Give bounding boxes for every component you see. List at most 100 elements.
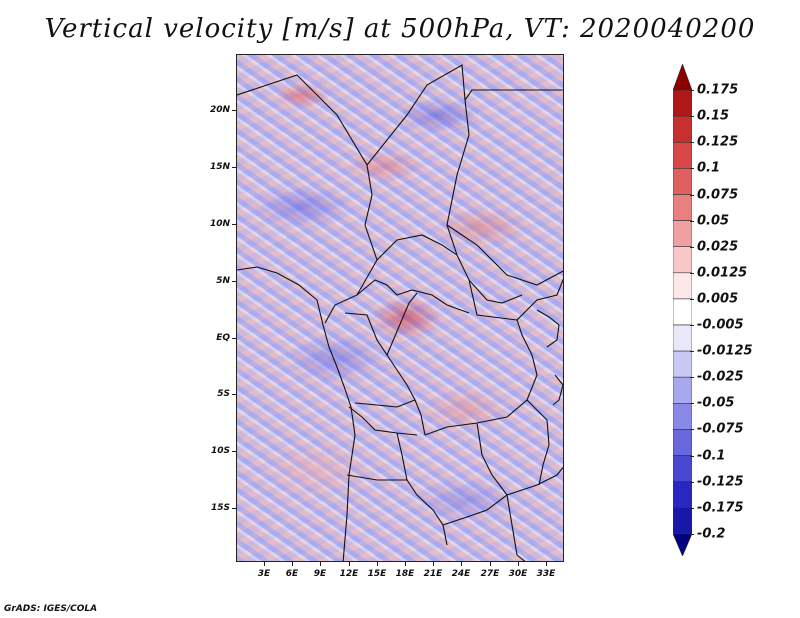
- colorbar-label: 0.175: [697, 82, 739, 98]
- latitude-tick: [232, 110, 236, 111]
- colorbar-tick: [690, 246, 694, 248]
- colorbar-segment: [673, 298, 692, 326]
- longitude-label: 6E: [285, 569, 299, 579]
- colorbar-segment: [673, 324, 692, 352]
- longitude-label: 21E: [423, 569, 443, 579]
- longitude-label: 3E: [257, 569, 271, 579]
- colorbar-label: 0.1: [697, 160, 721, 176]
- colorbar: [673, 64, 692, 556]
- colorbar-segment: [673, 402, 692, 430]
- border-line: [386, 354, 426, 436]
- latitude-label: 20N: [209, 105, 230, 115]
- longitude-tick: [405, 562, 406, 566]
- longitude-tick: [546, 562, 547, 566]
- lake-outline: [536, 309, 560, 348]
- longitude-label: 15E: [367, 569, 387, 579]
- latitude-label: 5N: [216, 276, 230, 286]
- colorbar-label: 0.15: [697, 108, 730, 124]
- border-line: [446, 224, 563, 286]
- colorbar-label: 0.05: [697, 213, 730, 229]
- colorbar-label: -0.025: [697, 369, 744, 385]
- colorbar-tick: [690, 168, 694, 170]
- longitude-label: 24E: [451, 569, 471, 579]
- colorbar-label: -0.2: [697, 526, 726, 542]
- border-line: [376, 234, 523, 304]
- colorbar-tick: [690, 351, 694, 353]
- colorbar-segment: [673, 272, 692, 300]
- colorbar-segment: [673, 246, 692, 274]
- latitude-label: 10N: [209, 219, 230, 229]
- lake-outline: [552, 374, 563, 406]
- colorbar-segment: [673, 142, 692, 169]
- colorbar-tick: [690, 142, 694, 144]
- colorbar-label: 0.075: [697, 187, 739, 202]
- colorbar-tick: [690, 325, 694, 326]
- colorbar-segment: [673, 376, 692, 404]
- colorbar-label: 0.0125: [697, 265, 748, 281]
- longitude-label: 30E: [508, 569, 528, 579]
- longitude-tick: [377, 562, 378, 566]
- border-line: [468, 278, 563, 321]
- colorbar-label: 0.025: [697, 239, 739, 255]
- colorbar-label: -0.125: [697, 474, 744, 490]
- longitude-tick: [461, 562, 462, 566]
- longitude-tick: [349, 562, 350, 566]
- latitude-label: 10S: [210, 446, 230, 456]
- latitude-label: 15S: [210, 503, 230, 513]
- longitude-tick: [518, 562, 519, 566]
- colorbar-tick: [690, 481, 694, 483]
- border-line: [476, 422, 508, 496]
- colorbar-label: -0.05: [697, 395, 735, 411]
- colorbar-segment: [673, 89, 692, 117]
- colorbar-segment: [673, 481, 692, 509]
- border-line: [424, 319, 538, 436]
- colorbar-label: -0.005: [697, 317, 744, 333]
- border-line: [346, 474, 407, 481]
- map-panel: [236, 54, 564, 562]
- longitude-tick: [264, 562, 265, 566]
- colorbar-tick: [690, 533, 694, 535]
- colorbar-label: 0.005: [697, 291, 739, 307]
- colorbar-tick: [690, 403, 694, 405]
- longitude-label: 12E: [339, 569, 359, 579]
- colorbar-label: 0.125: [697, 134, 739, 150]
- colorbar-tick: [690, 377, 694, 379]
- longitude-label: 9E: [313, 569, 327, 579]
- credit-text: GrADS: IGES/COLA: [4, 604, 98, 614]
- boundary-lines: [237, 64, 563, 561]
- longitude-label: 33E: [536, 569, 556, 579]
- colorbar-segment: [673, 350, 692, 378]
- longitude-label: 27E: [480, 569, 500, 579]
- colorbar-tick: [690, 298, 694, 300]
- longitude-tick: [490, 562, 491, 566]
- colorbar-label: -0.075: [697, 421, 744, 437]
- latitude-tick: [232, 167, 236, 168]
- colorbar-tick: [690, 194, 694, 196]
- colorbar-segment: [673, 533, 692, 556]
- coastline: [237, 266, 356, 561]
- longitude-tick: [433, 562, 434, 566]
- colorbar-tick: [690, 90, 694, 92]
- colorbar-segment: [673, 64, 692, 91]
- latitude-tick: [232, 508, 236, 509]
- border-line: [344, 292, 418, 357]
- latitude-label: EQ: [216, 333, 230, 343]
- border-line: [348, 406, 418, 436]
- colorbar-tick: [690, 116, 694, 118]
- latitude-label: 15N: [209, 162, 230, 172]
- border-line: [396, 432, 448, 546]
- colorbar-label: -0.0125: [697, 343, 753, 359]
- colorbar-tick: [690, 455, 694, 457]
- latitude-label: 5S: [217, 389, 230, 399]
- colorbar-tick: [690, 507, 694, 509]
- border-line: [442, 466, 563, 526]
- colorbar-segment: [673, 455, 692, 482]
- colorbar-tick: [690, 220, 694, 222]
- colorbar-segment: [673, 507, 692, 535]
- longitude-tick: [320, 562, 321, 566]
- colorbar-tick: [690, 429, 694, 431]
- border-line: [506, 494, 526, 561]
- chart-title: Vertical velocity [m/s] at 500hPa, VT: 2…: [44, 14, 756, 44]
- longitude-label: 18E: [395, 569, 415, 579]
- colorbar-tick: [690, 272, 694, 274]
